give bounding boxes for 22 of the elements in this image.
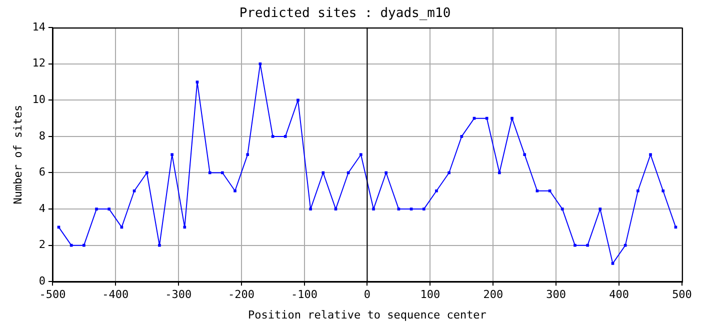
x-tick-label: 100: [420, 288, 440, 302]
y-tick-label: 2: [38, 238, 46, 252]
x-tick-label: 200: [483, 288, 504, 302]
chart-title: Predicted sites : dyads_m10: [239, 6, 451, 22]
x-tick-label: -100: [291, 288, 318, 302]
x-tick-label: -300: [165, 288, 192, 302]
y-tick-label: 14: [32, 20, 46, 34]
y-tick-label: 8: [38, 129, 46, 142]
y-tick-label: 0: [38, 274, 46, 288]
y-tick-label: 12: [32, 56, 46, 70]
x-tick-label: 300: [546, 288, 566, 302]
x-tick-label: 400: [609, 288, 629, 302]
x-axis-title: Position relative to sequence center: [248, 308, 487, 322]
x-tick-label: 0: [364, 288, 371, 302]
x-tick-label: 500: [672, 288, 692, 302]
y-tick-label: 4: [38, 202, 46, 215]
y-tick-label: 10: [32, 93, 46, 106]
x-tick-label: -500: [39, 288, 66, 302]
y-tick-label: 6: [38, 166, 46, 179]
x-tick-label: -400: [102, 288, 129, 302]
x-tick-label: -200: [228, 288, 255, 302]
y-axis-title: Number of sites: [11, 104, 24, 204]
